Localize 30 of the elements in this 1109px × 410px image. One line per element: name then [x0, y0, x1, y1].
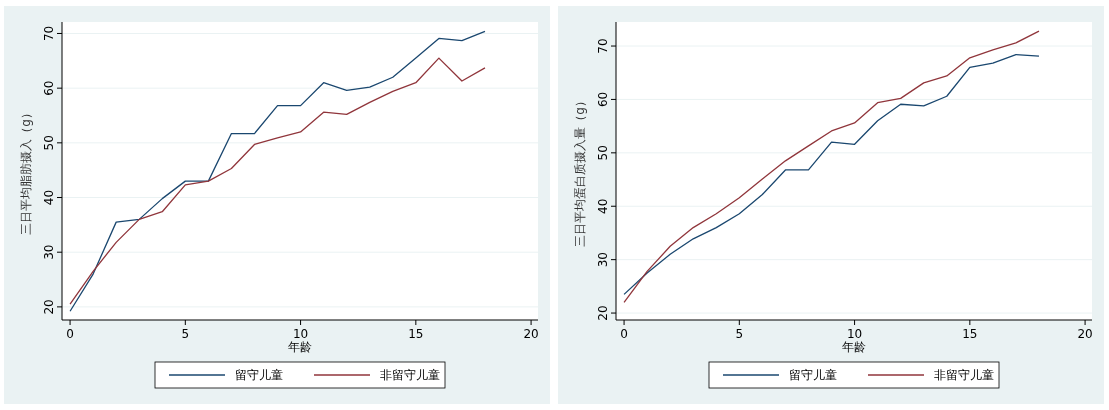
y-tick-label: 40: [596, 198, 610, 214]
legend-label: 非留守儿童: [380, 368, 440, 382]
x-axis-title: 年龄: [288, 340, 312, 354]
x-tick-label: 20: [523, 327, 539, 341]
x-tick-label: 10: [292, 327, 309, 341]
y-tick-label: 70: [42, 25, 56, 42]
y-axis-title: 三日平均脂肪摄入（g）: [19, 107, 33, 235]
y-tick-label: 20: [42, 299, 56, 315]
y-tick-label: 20: [596, 305, 610, 321]
x-tick-label: 5: [735, 327, 744, 341]
y-tick-label: 40: [42, 189, 56, 206]
x-tick-label: 0: [66, 327, 74, 341]
y-tick-label: 30: [596, 252, 610, 268]
y-tick-label: 30: [42, 244, 56, 260]
y-tick-label: 70: [596, 38, 610, 54]
legend-label: 留守儿童: [789, 368, 837, 382]
y-tick-label: 50: [42, 135, 56, 151]
y-tick-label: 60: [42, 80, 56, 96]
x-tick-label: 15: [962, 327, 978, 341]
x-tick-label: 10: [846, 327, 863, 341]
legend-label: 留守儿童: [235, 368, 283, 382]
y-axis-title: 三日平均蛋白质摄入量（g）: [573, 95, 587, 247]
x-tick-label: 0: [620, 327, 628, 341]
legend-label: 非留守儿童: [934, 368, 994, 382]
x-tick-label: 15: [408, 327, 424, 341]
y-tick-label: 60: [596, 91, 610, 108]
y-tick-label: 50: [596, 145, 610, 161]
x-tick-label: 20: [1077, 327, 1093, 341]
x-tick-label: 5: [181, 327, 190, 341]
x-axis-title: 年龄: [842, 340, 866, 354]
